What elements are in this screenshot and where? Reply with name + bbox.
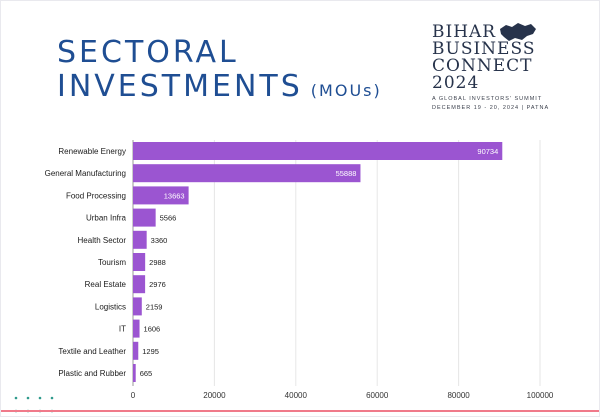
page-title: SECTORAL INVESTMENTS (MOUs) <box>57 36 382 108</box>
value-label: 1295 <box>142 347 159 356</box>
category-label: Tourism <box>98 258 126 267</box>
category-label: Health Sector <box>78 236 127 245</box>
bar <box>133 319 140 338</box>
category-label: Logistics <box>95 302 126 311</box>
x-tick-label: 0 <box>131 391 136 400</box>
value-label: 2159 <box>146 302 163 311</box>
value-label: 2988 <box>149 258 166 267</box>
value-label: 1606 <box>144 325 161 334</box>
title-line-2-text: INVESTMENTS <box>57 69 303 104</box>
logo-line-1: BIHAR <box>432 22 497 42</box>
category-label: Renewable Energy <box>58 147 126 156</box>
logo-line-4: 2024 <box>432 73 480 93</box>
category-labels: Renewable Energy General Manufacturing Foo… <box>45 147 127 378</box>
title-suffix: (MOUs) <box>310 81 382 100</box>
value-label: 5566 <box>160 214 177 223</box>
bar <box>133 208 156 227</box>
bar <box>133 186 189 205</box>
bars <box>133 142 503 382</box>
bar <box>133 341 139 360</box>
category-label: General Manufacturing <box>45 169 126 178</box>
category-label: Textile and Leather <box>58 347 126 356</box>
x-tick-label: 40000 <box>285 391 308 400</box>
x-tick-label: 20000 <box>203 391 226 400</box>
category-label: Food Processing <box>66 191 126 200</box>
category-label: Real Estate <box>85 280 127 289</box>
category-label: IT <box>119 325 126 334</box>
logo-line-3: CONNECT <box>432 56 533 76</box>
bar <box>133 253 146 271</box>
value-label: 665 <box>140 369 153 378</box>
x-tick-label: 80000 <box>447 391 470 400</box>
x-axis-tick-labels: 0 20000 40000 60000 80000 100000 <box>131 391 554 400</box>
x-tick-label: 60000 <box>366 391 389 400</box>
bihar-map-icon <box>500 23 536 41</box>
logo-dates: DECEMBER 19 - 20, 2024 | PATNA <box>432 105 550 111</box>
logo-line-2: BUSINESS <box>432 39 536 59</box>
title-line-2: INVESTMENTS (MOUs) <box>57 70 382 108</box>
bar <box>133 364 136 382</box>
category-label: Plastic and Rubber <box>58 369 126 378</box>
bar <box>133 164 361 183</box>
bar <box>133 275 146 294</box>
logo-tagline: A GLOBAL INVESTORS' SUMMIT <box>432 96 543 102</box>
category-label: Urban Infra <box>86 214 127 223</box>
value-label: 2976 <box>149 280 166 289</box>
summit-logo: BIHAR BUSINESS CONNECT 2024 A GLOBAL INV… <box>432 24 549 113</box>
bar <box>133 142 503 160</box>
bar <box>133 230 147 249</box>
bottom-accent-line <box>0 410 600 412</box>
title-line-1: SECTORAL <box>57 35 239 70</box>
value-labels: 90734 55888 13663 5566 3360 2988 2976 2159 1606 1… <box>140 147 499 378</box>
value-label: 55888 <box>336 169 357 178</box>
value-label: 3360 <box>151 236 168 245</box>
x-tick-label: 100000 <box>527 391 554 400</box>
value-label: 13663 <box>164 191 185 200</box>
value-label: 90734 <box>477 147 498 156</box>
bar <box>133 297 142 316</box>
decorative-dots <box>14 396 54 413</box>
